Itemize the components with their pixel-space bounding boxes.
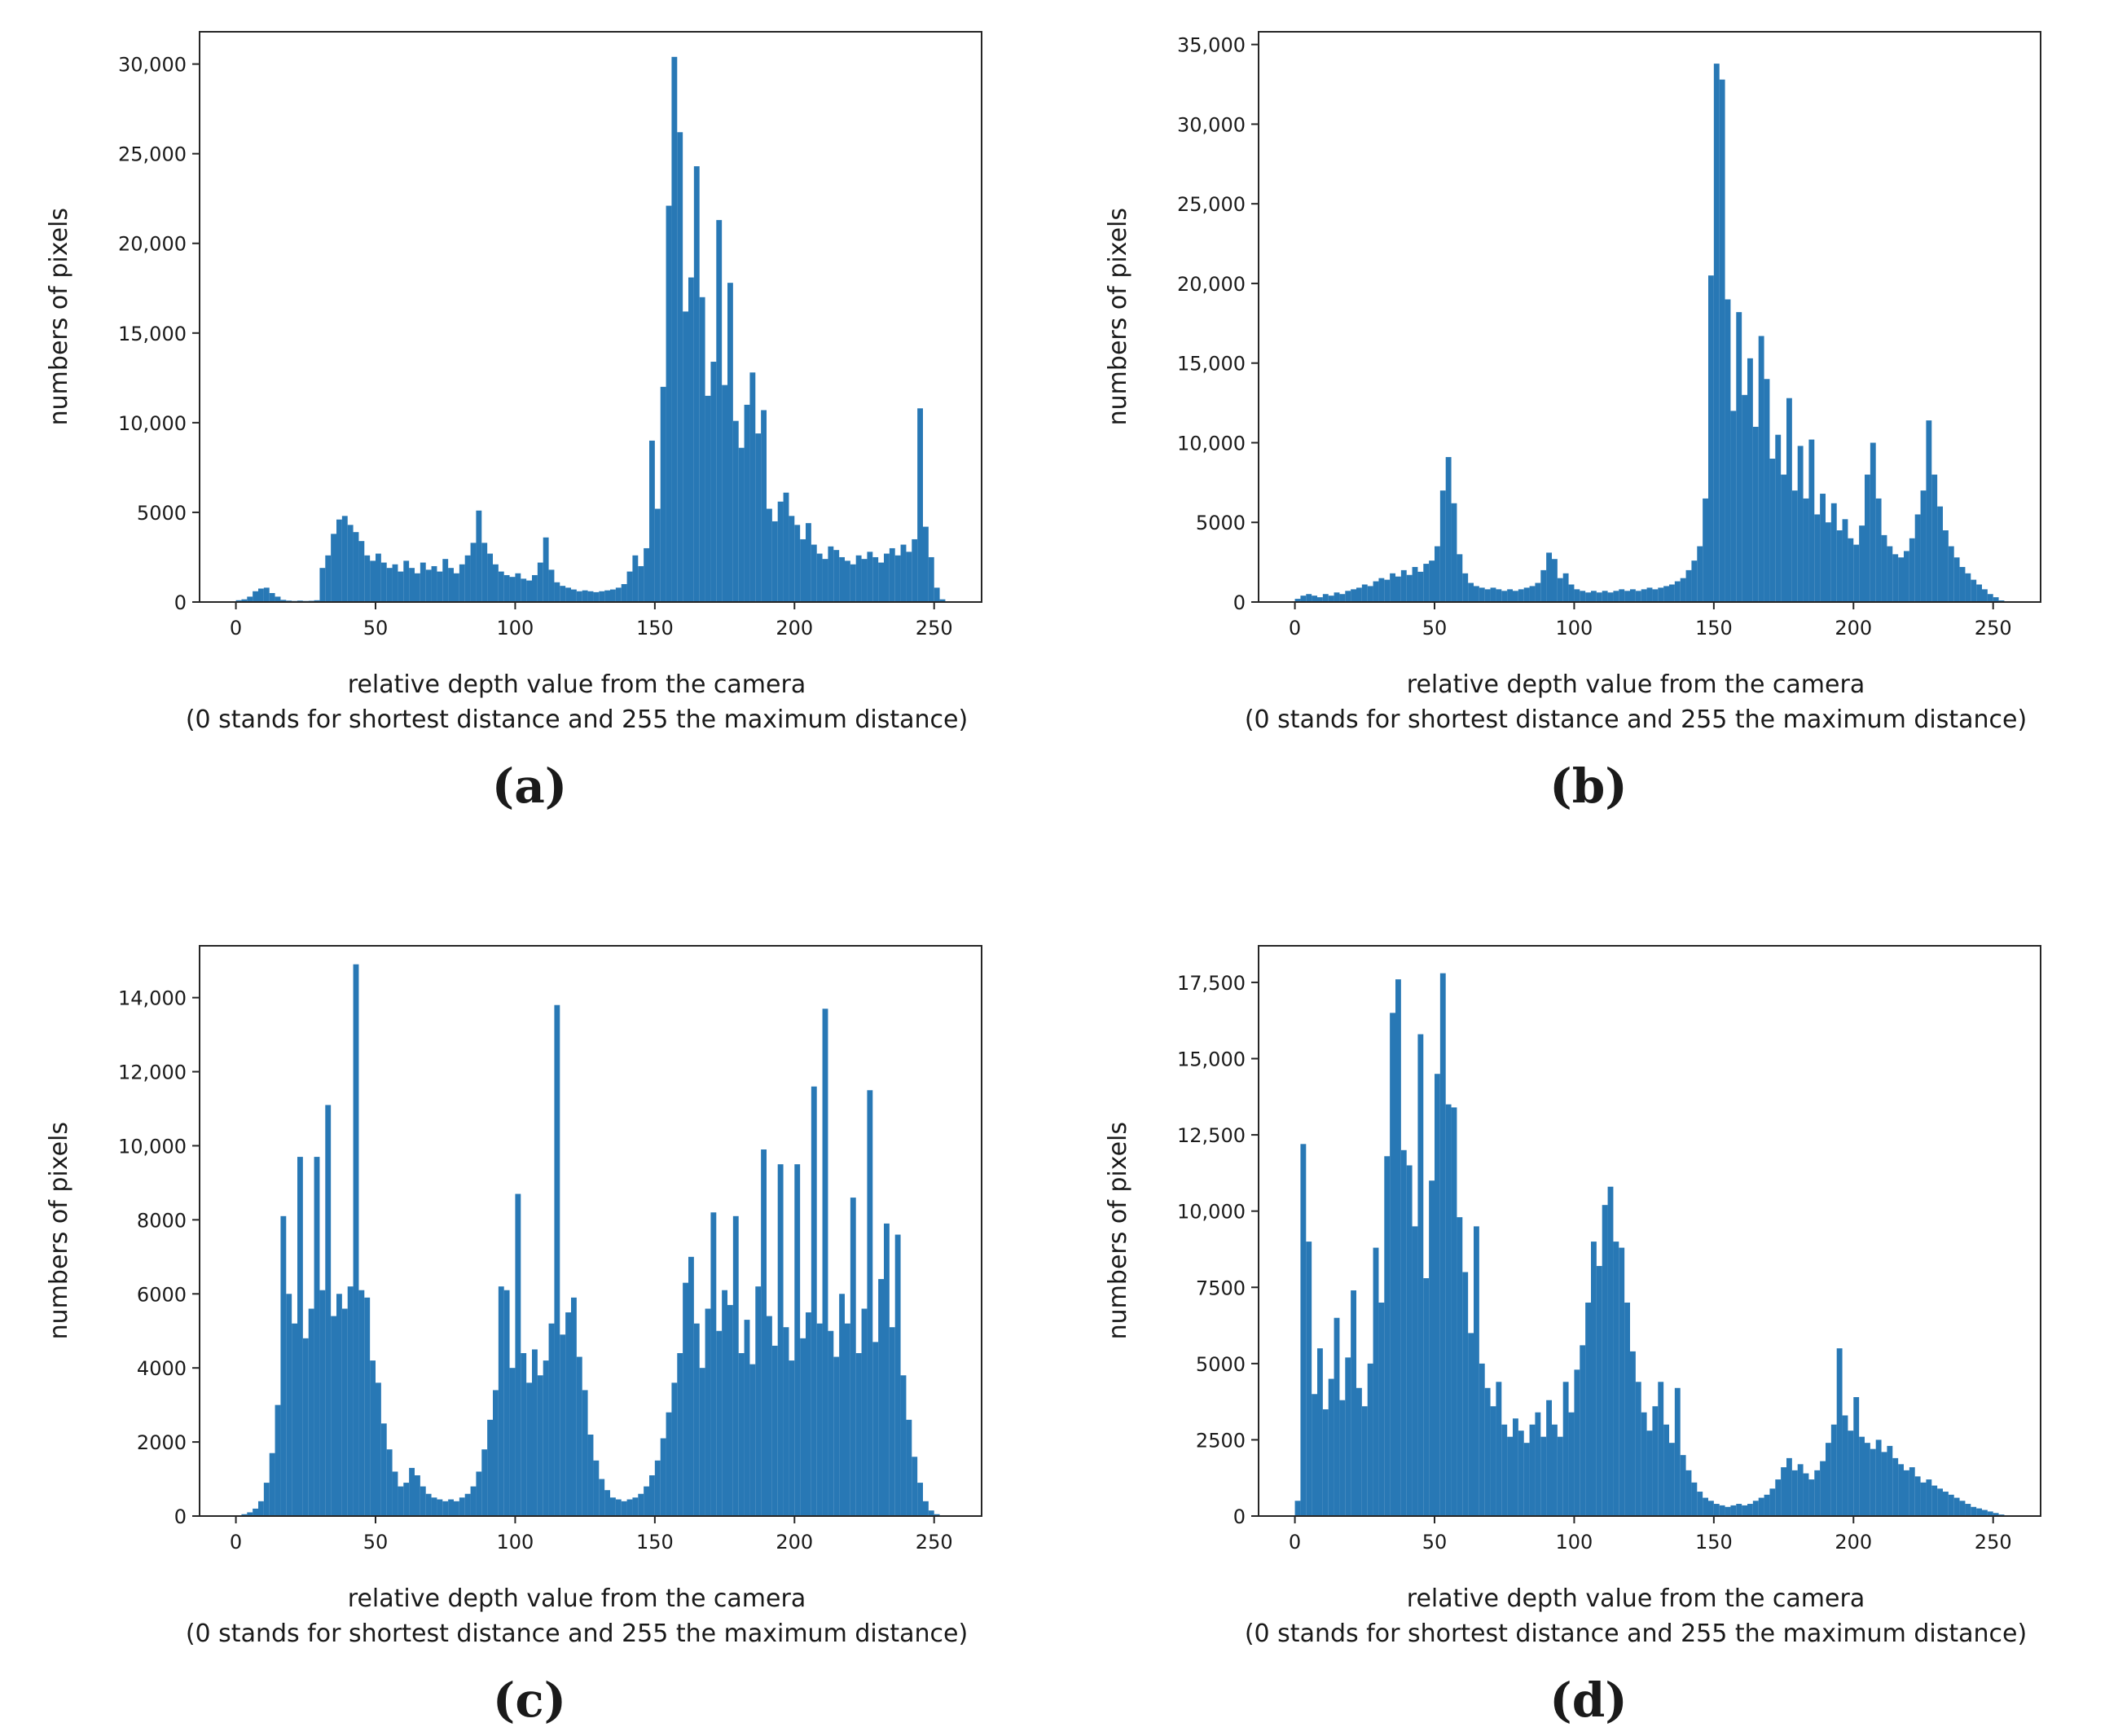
panel-caption-d: (d) [1549, 1672, 1628, 1729]
y-axis-label-b: numbers of pixels [1104, 208, 1132, 426]
panel-caption-c: (c) [492, 1672, 567, 1729]
x-axis-label-d: relative depth value from the camera (0 … [1245, 1582, 2027, 1651]
svg-text:12,500: 12,500 [1177, 1124, 1246, 1147]
x-axis-label-line1: relative depth value from the camera [347, 1584, 806, 1613]
histogram-panel-d: numbers of pixels 0 50 100 150 200 250 0 2500 50… [1059, 868, 2118, 1736]
svg-text:25,000: 25,000 [118, 143, 187, 166]
svg-text:200: 200 [776, 617, 813, 639]
chart-row-b: numbers of pixels 0 50 100 150 200 250 0 5000 10… [1104, 11, 2073, 663]
svg-text:0: 0 [1289, 617, 1301, 639]
svg-text:10,000: 10,000 [118, 1135, 187, 1158]
svg-text:10,000: 10,000 [1177, 1201, 1246, 1224]
svg-text:5000: 5000 [1196, 512, 1246, 534]
x-axis-label-line1: relative depth value from the camera [347, 670, 806, 699]
svg-text:150: 150 [1695, 1531, 1733, 1554]
svg-text:0: 0 [1233, 1505, 1246, 1528]
svg-text:15,000: 15,000 [1177, 1048, 1246, 1071]
svg-text:0: 0 [230, 1531, 242, 1554]
svg-text:0: 0 [230, 617, 242, 639]
svg-text:5000: 5000 [137, 502, 187, 525]
svg-text:6000: 6000 [137, 1283, 187, 1306]
svg-text:0: 0 [1233, 591, 1246, 614]
histogram-canvas-b: 0 50 100 150 200 250 0 5000 10,000 15,000 20,000 25… [1177, 31, 2041, 639]
svg-text:150: 150 [636, 617, 674, 639]
svg-text:100: 100 [1556, 617, 1593, 639]
y-axis-label-a: numbers of pixels [45, 208, 73, 426]
chart-row-d: numbers of pixels 0 50 100 150 200 250 0 2500 50… [1104, 925, 2073, 1577]
svg-text:200: 200 [776, 1531, 813, 1554]
svg-text:15,000: 15,000 [1177, 353, 1246, 376]
chart-row-a: numbers of pixels 0 50 100 150 200 250 0 5000 10… [45, 11, 1014, 663]
svg-text:250: 250 [1975, 617, 2012, 639]
svg-text:30,000: 30,000 [1177, 113, 1246, 136]
svg-text:0: 0 [174, 1505, 187, 1528]
svg-text:250: 250 [916, 617, 953, 639]
panel-caption-b: (b) [1549, 758, 1628, 815]
histogram-bars [1294, 973, 2005, 1516]
svg-text:25,000: 25,000 [1177, 193, 1246, 216]
y-axis-label-d: numbers of pixels [1104, 1122, 1132, 1340]
svg-text:15,000: 15,000 [118, 323, 187, 345]
histogram-panel-c: numbers of pixels 0 50 100 150 200 250 0 2000 40… [0, 868, 1059, 1736]
svg-text:2000: 2000 [137, 1431, 187, 1454]
svg-text:150: 150 [636, 1531, 674, 1554]
histogram-bars [235, 56, 946, 603]
svg-text:10,000: 10,000 [118, 412, 187, 435]
x-axis-label-line2: (0 stands for shortest distance and 255 … [185, 705, 969, 734]
svg-text:12,000: 12,000 [118, 1061, 187, 1084]
histogram-canvas-c: 0 50 100 150 200 250 0 2000 4000 6000 8000 10,000 12… [118, 945, 982, 1554]
svg-text:20,000: 20,000 [118, 233, 187, 256]
histogram-canvas-a: 0 50 100 150 200 250 0 5000 10,000 15,000 20,000 25… [118, 31, 982, 639]
panel-caption-a: (a) [491, 758, 568, 815]
y-axis-label-c: numbers of pixels [45, 1122, 73, 1340]
svg-text:7500: 7500 [1196, 1277, 1246, 1299]
svg-text:50: 50 [1422, 617, 1448, 639]
histogram-panel-a: numbers of pixels 0 50 100 150 200 250 0 5000 10… [0, 0, 1059, 868]
svg-text:250: 250 [916, 1531, 953, 1554]
svg-text:35,000: 35,000 [1177, 34, 1246, 57]
histogram-bars [241, 964, 940, 1516]
x-axis-label-a: relative depth value from the camera (0 … [186, 668, 968, 737]
x-axis-label-line2: (0 stands for shortest distance and 255 … [1244, 705, 2028, 734]
svg-text:50: 50 [363, 617, 389, 639]
x-axis-label-line1: relative depth value from the camera [1406, 670, 1865, 699]
x-axis-label-line2: (0 stands for shortest distance and 255 … [1244, 1619, 2028, 1648]
svg-text:10,000: 10,000 [1177, 432, 1246, 455]
x-axis-label-line1: relative depth value from the camera [1406, 1584, 1865, 1613]
svg-text:200: 200 [1835, 1531, 1872, 1554]
svg-text:0: 0 [1289, 1531, 1301, 1554]
histogram-bars [1294, 64, 2005, 603]
histogram-panel-b: numbers of pixels 0 50 100 150 200 250 0 5000 10… [1059, 0, 2118, 868]
svg-text:8000: 8000 [137, 1209, 187, 1232]
x-axis-label-b: relative depth value from the camera (0 … [1245, 668, 2027, 737]
svg-text:0: 0 [174, 591, 187, 614]
svg-text:250: 250 [1975, 1531, 2012, 1554]
svg-text:200: 200 [1835, 617, 1872, 639]
chart-row-c: numbers of pixels 0 50 100 150 200 250 0 2000 40… [45, 925, 1014, 1577]
x-axis-label-c: relative depth value from the camera (0 … [186, 1582, 968, 1651]
svg-text:30,000: 30,000 [118, 54, 187, 77]
x-axis-label-line2: (0 stands for shortest distance and 255 … [185, 1619, 969, 1648]
svg-text:100: 100 [497, 1531, 534, 1554]
svg-text:5000: 5000 [1196, 1353, 1246, 1376]
svg-text:150: 150 [1695, 617, 1733, 639]
svg-text:17,500: 17,500 [1177, 972, 1246, 995]
svg-text:14,000: 14,000 [118, 987, 187, 1010]
svg-text:100: 100 [1556, 1531, 1593, 1554]
svg-text:20,000: 20,000 [1177, 273, 1246, 296]
svg-text:50: 50 [1422, 1531, 1448, 1554]
svg-text:50: 50 [363, 1531, 389, 1554]
histogram-canvas-d: 0 50 100 150 200 250025005000750010,00012,500… [1177, 945, 2041, 1554]
svg-text:4000: 4000 [137, 1357, 187, 1380]
svg-text:2500: 2500 [1196, 1429, 1246, 1452]
svg-text:100: 100 [497, 617, 534, 639]
